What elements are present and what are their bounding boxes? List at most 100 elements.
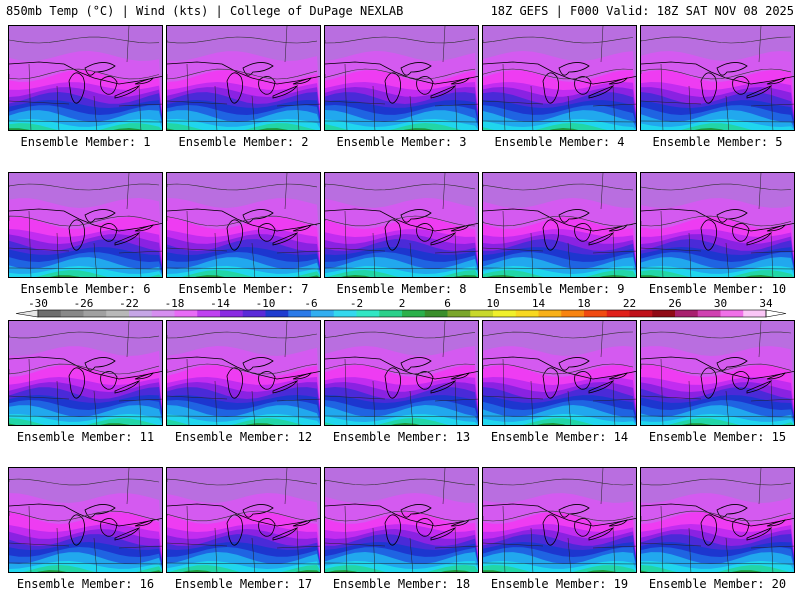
colorbar-min-arrow [15, 309, 39, 318]
colorbar-swatch [447, 310, 471, 317]
ensemble-map-panel [8, 467, 163, 573]
colorbar-swatch [333, 310, 357, 317]
ensemble-map-panel [482, 25, 637, 131]
temperature-map [325, 173, 478, 277]
colorbar-tick-label: 14 [532, 297, 546, 310]
ensemble-map-panel [166, 172, 321, 278]
ensemble-map-panel [324, 467, 479, 573]
colorbar-tick-label: -26 [74, 297, 94, 310]
temperature-map [167, 468, 320, 572]
colorbar-swatch [151, 310, 175, 317]
ensemble-member-label: Ensemble Member: 15 [648, 430, 787, 444]
colorbar-swatch [311, 310, 335, 317]
colorbar-tick-label: -10 [256, 297, 276, 310]
temperature-map [167, 26, 320, 130]
colorbar-swatch [515, 310, 539, 317]
ensemble-map-panel [324, 172, 479, 278]
temperature-map [641, 26, 794, 130]
colorbar-max-arrow [765, 309, 787, 318]
colorbar-swatch [561, 310, 585, 317]
colorbar-swatch [424, 310, 448, 317]
colorbar-swatch [356, 310, 380, 317]
colorbar-tick-label: 26 [668, 297, 681, 310]
colorbar-swatch [265, 310, 289, 317]
temperature-map [325, 26, 478, 130]
colorbar-swatch [242, 310, 266, 317]
temperature-map [483, 468, 636, 572]
colorbar-swatch [60, 310, 84, 317]
ensemble-map-panel [166, 320, 321, 426]
temperature-map [483, 26, 636, 130]
colorbar-tick-label: 2 [399, 297, 406, 310]
colorbar-tick-label: 10 [486, 297, 499, 310]
ensemble-map-panel [482, 467, 637, 573]
colorbar-tick-label: -6 [304, 297, 317, 310]
ensemble-member-label: Ensemble Member: 12 [174, 430, 313, 444]
temperature-map [325, 468, 478, 572]
ensemble-map-panel [324, 320, 479, 426]
colorbar-tick-label: 30 [714, 297, 727, 310]
colorbar-tick-label: -30 [28, 297, 48, 310]
colorbar-tick-label: 18 [577, 297, 590, 310]
ensemble-member-label: Ensemble Member: 20 [648, 577, 787, 591]
ensemble-member-label: Ensemble Member: 6 [20, 282, 151, 296]
colorbar-swatch [106, 310, 130, 317]
colorbar-tick-label: -18 [165, 297, 185, 310]
colorbar-tick-label: 34 [759, 297, 773, 310]
colorbar-swatch [538, 310, 562, 317]
ensemble-map-panel [482, 320, 637, 426]
ensemble-member-label: Ensemble Member: 4 [494, 135, 625, 149]
temperature-map [9, 173, 162, 277]
ensemble-member-label: Ensemble Member: 17 [174, 577, 313, 591]
ensemble-map-panel [482, 172, 637, 278]
temperature-map [9, 468, 162, 572]
ensemble-map-panel [640, 467, 795, 573]
valid-time-label: 18Z GEFS | F000 Valid: 18Z SAT NOV 08 20… [490, 4, 794, 18]
colorbar-swatch [197, 310, 221, 317]
ensemble-map-panel [324, 25, 479, 131]
ensemble-member-label: Ensemble Member: 9 [494, 282, 625, 296]
ensemble-map-panel [166, 467, 321, 573]
ensemble-member-label: Ensemble Member: 1 [20, 135, 151, 149]
colorbar-swatch [38, 310, 62, 317]
colorbar-swatch [174, 310, 198, 317]
colorbar-swatch [288, 310, 312, 317]
colorbar-swatch [470, 310, 494, 317]
colorbar-swatch [652, 310, 676, 317]
ensemble-map-panel [166, 25, 321, 131]
colorbar-swatch [584, 310, 608, 317]
temperature-map [641, 468, 794, 572]
temperature-map [167, 321, 320, 425]
ensemble-member-label: Ensemble Member: 5 [652, 135, 783, 149]
colorbar-tick-label: -2 [350, 297, 363, 310]
ensemble-member-label: Ensemble Member: 2 [178, 135, 309, 149]
colorbar-swatch [379, 310, 403, 317]
ensemble-member-label: Ensemble Member: 18 [332, 577, 471, 591]
ensemble-map-panel [640, 320, 795, 426]
ensemble-member-label: Ensemble Member: 19 [490, 577, 629, 591]
colorbar-swatch [720, 310, 744, 317]
ensemble-map-panel [640, 172, 795, 278]
ensemble-map-panel [640, 25, 795, 131]
ensemble-member-label: Ensemble Member: 11 [16, 430, 155, 444]
colorbar-swatch [402, 310, 426, 317]
colorbar-tick-label: -22 [119, 297, 139, 310]
ensemble-member-label: Ensemble Member: 7 [178, 282, 309, 296]
colorbar-swatch [129, 310, 153, 317]
temperature-map [325, 321, 478, 425]
product-title: 850mb Temp (°C) | Wind (kts) | College o… [6, 4, 404, 18]
ensemble-member-label: Ensemble Member: 16 [16, 577, 155, 591]
temperature-map [483, 173, 636, 277]
temperature-map [483, 321, 636, 425]
colorbar-swatch [606, 310, 630, 317]
temperature-map [9, 321, 162, 425]
temperature-map [167, 173, 320, 277]
colorbar-swatch [697, 310, 721, 317]
colorbar-swatch [83, 310, 107, 317]
colorbar-tick-label: -14 [210, 297, 230, 310]
temperature-colorbar: -30-26-22-18-14-10-6-2261014182226303438… [15, 297, 787, 318]
colorbar-swatch [220, 310, 244, 317]
colorbar-swatch [629, 310, 653, 317]
temperature-map [641, 173, 794, 277]
ensemble-map-panel [8, 320, 163, 426]
